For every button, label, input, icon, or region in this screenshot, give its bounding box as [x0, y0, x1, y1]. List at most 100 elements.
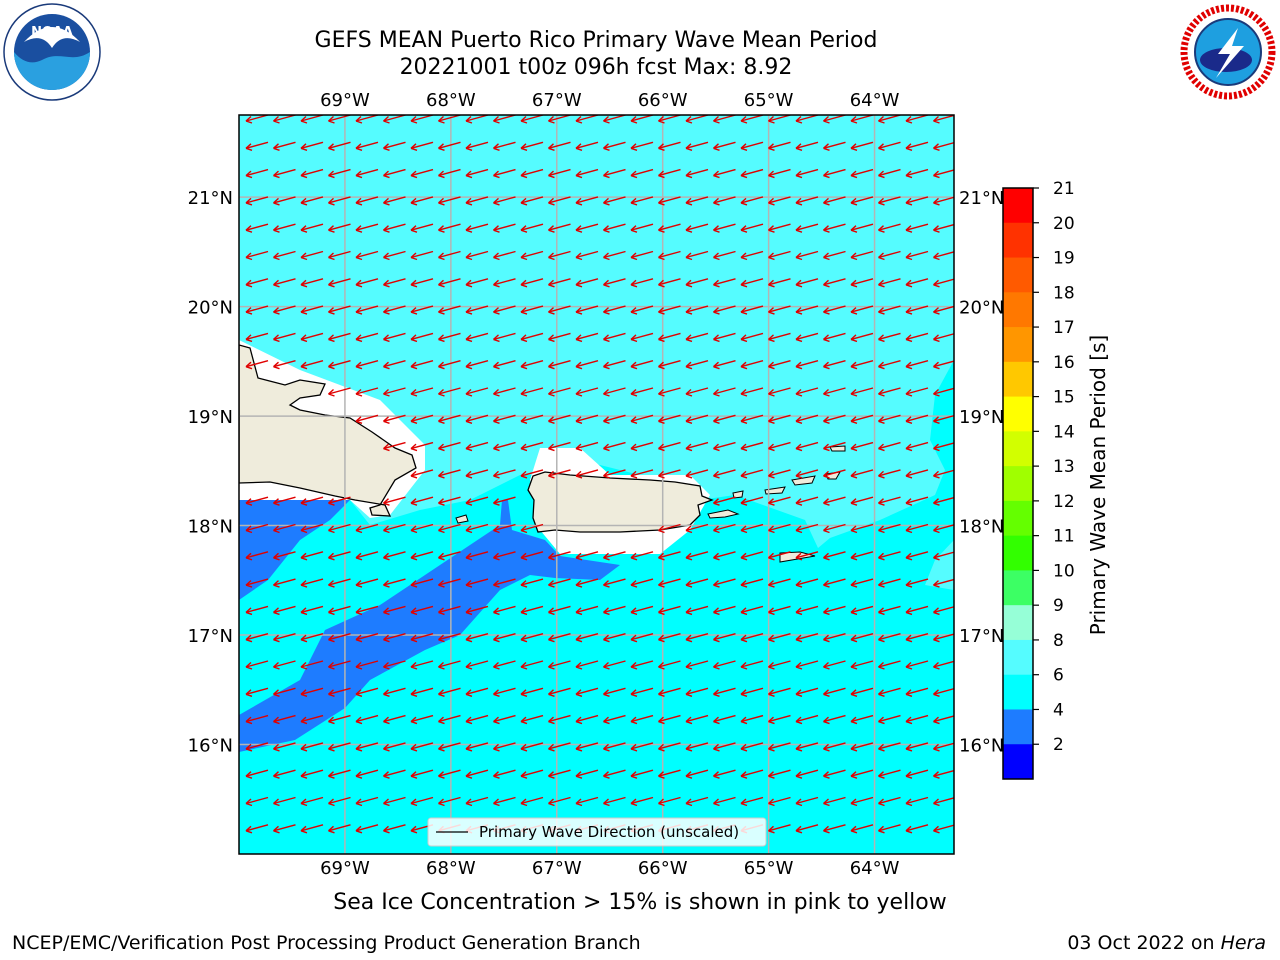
- wave-arrow: [575, 469, 599, 479]
- wave-arrow: [328, 305, 351, 315]
- wave-arrow: [768, 496, 791, 506]
- wave-arrow: [300, 633, 324, 643]
- wave-arrow: [410, 223, 434, 233]
- wave-arrow: [383, 742, 406, 752]
- wave-arrow: [603, 278, 626, 288]
- wave-arrow: [630, 115, 654, 124]
- colorbar-tick-label: 19: [1053, 249, 1075, 269]
- wave-arrow: [878, 469, 901, 479]
- wave-arrow: [300, 824, 324, 834]
- colorbar-label: Primary Wave Mean Period [s]: [1086, 335, 1110, 636]
- wave-arrow: [245, 714, 269, 725]
- wave-arrow: [383, 387, 406, 397]
- wave-arrow: [300, 496, 324, 506]
- wave-arrow: [438, 332, 461, 343]
- wave-arrow: [273, 714, 296, 725]
- left-lat-label: 17°N: [188, 626, 233, 647]
- wave-arrow: [713, 360, 736, 370]
- wave-arrow: [273, 796, 296, 807]
- wave-arrow: [520, 578, 544, 588]
- wave-arrow: [438, 168, 461, 179]
- wave-arrow: [850, 796, 874, 807]
- wave-arrow: [548, 578, 571, 588]
- wave-arrow: [575, 714, 599, 725]
- right-lat-label: 19°N: [959, 407, 1004, 428]
- colorbar-tick-label: 20: [1053, 214, 1075, 234]
- wave-arrow: [878, 605, 901, 616]
- chart-subtitle: 20221001 t00z 096h fcst Max: 8.92: [399, 55, 793, 80]
- wave-arrow: [328, 742, 351, 752]
- wave-arrow: [438, 360, 461, 370]
- wave-arrow: [410, 278, 434, 288]
- wave-arrow: [823, 414, 846, 424]
- wave-arrow: [603, 141, 626, 151]
- wave-arrow: [933, 551, 954, 561]
- wave-arrow: [493, 796, 516, 807]
- wave-arrow: [465, 278, 489, 288]
- wave-arrow: [658, 796, 681, 807]
- footer-right: 03 Oct 2022 on Hera: [1067, 932, 1266, 954]
- wave-arrow: [465, 414, 489, 424]
- wave-arrow: [493, 523, 516, 534]
- wave-arrow: [245, 605, 269, 616]
- wave-arrow: [273, 523, 296, 534]
- wave-arrow: [245, 796, 269, 807]
- wave-arrow: [575, 250, 599, 261]
- wave-arrow: [575, 769, 599, 779]
- wave-arrow: [850, 523, 874, 534]
- wave-arrow: [493, 687, 516, 697]
- wave-arrow: [933, 578, 954, 588]
- wave-arrow: [795, 633, 819, 643]
- wave-arrow: [603, 305, 626, 315]
- anegada-island: [829, 445, 846, 452]
- wave-arrow: [713, 305, 736, 315]
- wave-arrow: [245, 496, 269, 506]
- wave-arrow: [658, 742, 681, 752]
- wave-arrow: [850, 250, 874, 261]
- wave-arrow: [658, 551, 681, 561]
- wave-arrow: [355, 742, 379, 752]
- wave-arrow: [933, 360, 954, 370]
- wave-arrow: [273, 196, 296, 206]
- wave-arrow: [520, 223, 544, 233]
- wave-arrow: [630, 387, 654, 397]
- top-lon-label: 67°W: [532, 90, 582, 111]
- wave-arrow: [328, 278, 351, 288]
- wave-arrow: [658, 523, 681, 534]
- wave-arrow: [383, 196, 406, 206]
- wave-arrow: [548, 223, 571, 233]
- wave-arrow: [795, 605, 819, 616]
- wave-arrow: [878, 141, 901, 151]
- wave-arrow: [823, 687, 846, 697]
- wave-arrow: [768, 660, 791, 670]
- wave-arrow: [355, 278, 379, 288]
- wave-arrow: [438, 578, 461, 588]
- wave-arrow: [355, 141, 379, 151]
- wave-arrow: [328, 824, 351, 834]
- wave-arrow: [520, 250, 544, 261]
- wave-arrow: [520, 278, 544, 288]
- wave-arrow: [878, 332, 901, 343]
- wave-arrow: [245, 742, 269, 752]
- wave-arrow: [905, 742, 929, 752]
- wave-arrow: [548, 796, 571, 807]
- wave-arrow: [328, 196, 351, 206]
- wave-arrow: [273, 115, 296, 124]
- wave-arrow: [410, 414, 434, 424]
- wave-arrow: [685, 387, 709, 397]
- wave-arrow: [795, 496, 819, 506]
- wave-arrow: [823, 551, 846, 561]
- wave-arrow: [905, 387, 929, 397]
- wave-arrow: [493, 605, 516, 616]
- left-lat-label: 21°N: [188, 188, 233, 209]
- wave-arrow: [740, 742, 764, 752]
- right-lat-label: 21°N: [959, 188, 1004, 209]
- wave-arrow: [933, 606, 954, 616]
- colorbar-segment: [1003, 500, 1033, 537]
- wave-arrow: [548, 196, 571, 206]
- wave-arrow: [823, 168, 846, 179]
- wave-arrow: [768, 551, 791, 561]
- wave-arrow: [685, 278, 709, 288]
- wave-arrow: [438, 196, 461, 206]
- wave-arrow: [905, 578, 929, 588]
